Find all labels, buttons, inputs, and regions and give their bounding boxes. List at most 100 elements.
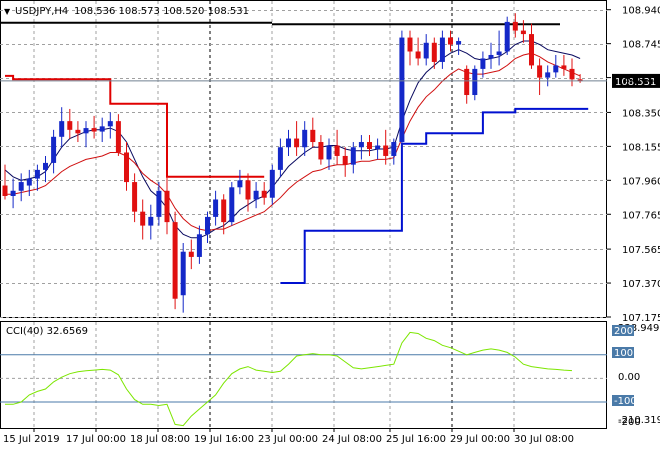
candle-bear bbox=[132, 182, 138, 212]
price-tick-label: 107.370 bbox=[622, 279, 660, 290]
candle-bull bbox=[229, 187, 235, 223]
cci-axis: 238.9493200 100 0.00 -100 -200-210.3197 bbox=[612, 323, 660, 428]
candle-bull bbox=[302, 129, 308, 148]
candle-bear bbox=[67, 121, 73, 130]
candle-bull bbox=[269, 169, 275, 198]
time-tick-label: 25 Jul 16:00 bbox=[386, 434, 446, 445]
cci-panel-frame bbox=[0, 321, 607, 429]
candle-bear bbox=[261, 190, 267, 198]
cci-tick-label: 100 bbox=[614, 348, 633, 359]
resistance-line bbox=[0, 21, 560, 26]
candle-bull bbox=[213, 199, 219, 217]
price-tick-label: 108.550 bbox=[622, 74, 660, 85]
candle-bull bbox=[277, 147, 283, 170]
price-tick-label: 108.155 bbox=[622, 142, 660, 153]
trailing-stop-blue bbox=[280, 107, 589, 284]
price-tick-label: 107.960 bbox=[622, 176, 660, 187]
price-tick-label: 108.350 bbox=[622, 108, 660, 119]
candle-bear bbox=[512, 21, 518, 31]
cci-tick-label: 0.00 bbox=[618, 372, 640, 383]
time-tick-label: 29 Jul 00:00 bbox=[450, 434, 510, 445]
cci-tick-label: 238.9493 bbox=[618, 323, 660, 334]
candle-bull bbox=[148, 216, 154, 226]
candle-bull bbox=[196, 234, 202, 257]
cci-tick-label: -200 bbox=[618, 417, 641, 428]
candle-bull bbox=[456, 41, 462, 45]
cci-line bbox=[5, 331, 573, 427]
candle-bull bbox=[180, 251, 186, 296]
time-tick-label: 24 Jul 08:00 bbox=[322, 434, 382, 445]
time-tick-label: 19 Jul 16:00 bbox=[194, 434, 254, 445]
candle-bear bbox=[294, 138, 300, 148]
candle-bull bbox=[326, 145, 332, 160]
candle-bear bbox=[569, 68, 575, 80]
candle-bear bbox=[577, 79, 583, 82]
menu-marker-icon[interactable]: ▼ bbox=[4, 7, 11, 16]
price-tick-label: 108.940 bbox=[622, 6, 660, 17]
candle-bear bbox=[124, 152, 129, 183]
candle-bull bbox=[99, 126, 105, 132]
current-price-line: 108.531 bbox=[0, 73, 660, 88]
candle-bear bbox=[75, 129, 81, 134]
candle-bear bbox=[561, 65, 567, 69]
candle-bear bbox=[91, 128, 97, 132]
candle-bear bbox=[407, 37, 413, 52]
trailing-stop-red bbox=[5, 74, 265, 178]
candle-bear bbox=[245, 180, 251, 200]
candle-bull bbox=[253, 190, 259, 200]
candle-bull bbox=[504, 21, 510, 52]
trailing-stop-lines bbox=[5, 74, 589, 284]
price-panel-frame bbox=[0, 0, 607, 318]
candle-bull bbox=[439, 37, 445, 62]
candle-bull bbox=[496, 51, 502, 55]
candle-bear bbox=[164, 190, 170, 223]
candle-bull bbox=[350, 147, 356, 165]
time-tick-label: 23 Jul 00:00 bbox=[258, 434, 318, 445]
price-axis: 108.940 108.745 108.550 108.350 108.155 107.9… bbox=[607, 6, 660, 324]
cci-series-line bbox=[5, 331, 573, 427]
time-tick-label: 15 Jul 2019 bbox=[3, 434, 60, 445]
candle-bull bbox=[237, 180, 243, 188]
time-tick-label: 17 Jul 00:00 bbox=[66, 434, 126, 445]
candle-bear bbox=[529, 34, 534, 66]
candle-bull bbox=[423, 42, 429, 59]
price-tick-label: 108.745 bbox=[622, 40, 660, 51]
candle-bull bbox=[391, 142, 397, 156]
candle-bear bbox=[520, 30, 526, 35]
candles bbox=[2, 13, 583, 313]
cci-title: CCI(40) 32.6569 bbox=[6, 326, 88, 337]
candle-bull bbox=[375, 145, 381, 149]
candle-bull bbox=[83, 128, 89, 134]
candle-bull bbox=[480, 58, 486, 69]
candle-bear bbox=[318, 142, 324, 160]
candle-bull bbox=[10, 190, 16, 196]
candle-bear bbox=[140, 211, 146, 226]
candle-bull bbox=[43, 162, 48, 170]
candle-bull bbox=[358, 142, 364, 148]
candle-bull bbox=[488, 54, 494, 59]
candle-bull bbox=[553, 65, 559, 73]
price-tick-label: 107.765 bbox=[622, 210, 660, 221]
candle-bear bbox=[415, 51, 421, 59]
time-tick-label: 18 Jul 08:00 bbox=[130, 434, 190, 445]
symbol-label: USDJPY,H4 bbox=[15, 6, 68, 17]
candle-bull bbox=[107, 121, 113, 127]
candle-bear bbox=[367, 142, 372, 149]
candle-bull bbox=[34, 169, 40, 179]
candle-bull bbox=[156, 190, 162, 217]
cci-tick-label: 200 bbox=[614, 326, 633, 337]
candle-bear bbox=[172, 222, 178, 299]
current-price-label: 108.531 bbox=[615, 77, 656, 88]
ohlc-label: 108.536 108.573 108.520 108.531 bbox=[74, 6, 249, 17]
candle-bull bbox=[472, 68, 478, 96]
candle-bear bbox=[537, 65, 543, 78]
candle-bull bbox=[545, 72, 551, 78]
candle-bull bbox=[286, 138, 291, 148]
slow-ma-line bbox=[5, 52, 581, 232]
candle-bear bbox=[2, 185, 8, 196]
time-axis: 15 Jul 2019 17 Jul 00:00 18 Jul 08:00 19 Ju… bbox=[3, 428, 574, 445]
candle-bull bbox=[205, 216, 210, 235]
current-price-badge bbox=[612, 73, 660, 88]
candle-bull bbox=[51, 136, 57, 163]
